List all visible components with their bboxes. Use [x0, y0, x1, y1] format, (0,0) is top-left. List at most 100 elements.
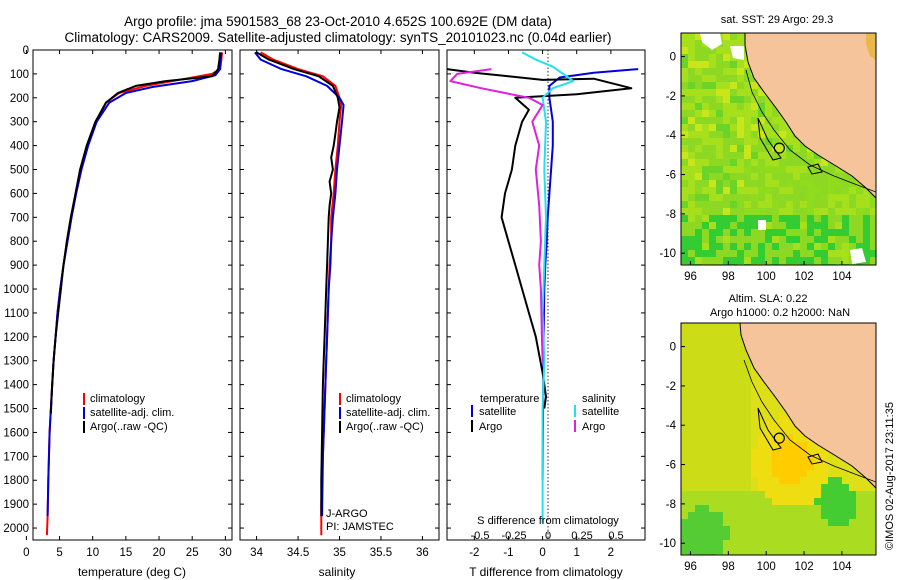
heatmap-cell — [856, 505, 864, 513]
heatmap-cell — [744, 159, 752, 167]
heatmap-cell — [716, 243, 724, 251]
temperature-series — [45, 52, 223, 536]
heatmap-cell — [681, 61, 689, 69]
x-tick-label: -2 — [469, 547, 479, 559]
heatmap-cell — [772, 131, 780, 139]
heatmap-cell — [716, 131, 724, 139]
heatmap-cell — [786, 166, 794, 174]
heatmap-cell — [800, 222, 808, 230]
heatmap-cell — [786, 547, 794, 555]
heatmap-cell — [723, 82, 731, 90]
heatmap-cell — [793, 173, 801, 181]
heatmap-cell — [758, 173, 766, 181]
depth-tick-label: 0 — [23, 45, 29, 57]
heatmap-cell — [681, 379, 689, 387]
heatmap-cell — [695, 379, 703, 387]
heatmap-cell — [758, 498, 766, 506]
difference-series — [447, 51, 639, 524]
heatmap-cell — [800, 145, 808, 153]
x-tick-label: 5 — [56, 547, 62, 559]
heatmap-cell — [863, 201, 871, 209]
map-y-tick-label: -6 — [666, 460, 676, 472]
heatmap-cell — [744, 75, 752, 83]
heatmap-cell — [730, 477, 738, 485]
heatmap-cell — [849, 526, 857, 534]
heatmap-cell — [856, 533, 864, 541]
heatmap-cell — [737, 187, 745, 195]
heatmap-cell — [723, 358, 731, 366]
heatmap-cell — [828, 257, 836, 265]
heatmap-cell — [695, 421, 703, 429]
heatmap-cell — [863, 243, 871, 251]
heatmap-cell — [765, 124, 773, 132]
heatmap-cell — [688, 533, 696, 541]
heatmap-cell — [695, 393, 703, 401]
heatmap-cell — [737, 337, 745, 345]
heatmap-cell — [793, 145, 801, 153]
heatmap-cell — [863, 505, 871, 513]
heatmap-cell — [772, 547, 780, 555]
heatmap-cell — [702, 484, 710, 492]
heatmap-cell — [744, 124, 752, 132]
heatmap-cell — [772, 407, 780, 415]
heatmap-cell — [800, 470, 808, 478]
legend-label-sal-argo: Argo — [582, 421, 605, 433]
heatmap-cell — [723, 491, 731, 499]
heatmap-cell — [681, 456, 689, 464]
heatmap-cell — [702, 159, 710, 167]
heatmap-cell — [709, 47, 717, 55]
heatmap-cell — [737, 145, 745, 153]
x-tick-label: 34 — [250, 547, 263, 559]
heatmap-cell — [737, 152, 745, 160]
heatmap-cell — [744, 435, 752, 443]
heatmap-cell — [702, 82, 710, 90]
heatmap-cell — [765, 173, 773, 181]
heatmap-cell — [695, 180, 703, 188]
map-y-tick-label: 0 — [670, 342, 676, 354]
heatmap-cell — [786, 428, 794, 436]
map-x-tick-label: 104 — [832, 271, 852, 283]
heatmap-cell — [849, 540, 857, 548]
heatmap-cell — [716, 110, 724, 118]
heatmap-cell — [786, 145, 794, 153]
heatmap-cell — [695, 484, 703, 492]
heatmap-cell — [751, 470, 759, 478]
heatmap-cell — [702, 330, 710, 338]
x-tick-label: 34.5 — [287, 547, 309, 559]
map-x-tick-label: 100 — [757, 561, 776, 573]
heatmap-cell — [709, 330, 717, 338]
heatmap-cell — [695, 470, 703, 478]
heatmap-cell — [730, 75, 738, 83]
heatmap-cell — [716, 330, 724, 338]
heatmap-cell — [723, 257, 731, 265]
heatmap-cell — [709, 456, 717, 464]
sumatra-land — [744, 33, 876, 199]
heatmap-cell — [779, 491, 787, 499]
heatmap-cell — [695, 145, 703, 153]
heatmap-cell — [730, 435, 738, 443]
heatmap-cell — [856, 470, 864, 478]
heatmap-cell — [793, 166, 801, 174]
heatmap-cell — [709, 526, 717, 534]
heatmap-cell — [772, 435, 780, 443]
heatmap-cell — [716, 75, 724, 83]
heatmap-cell — [709, 449, 717, 457]
heatmap-cell — [709, 89, 717, 97]
heatmap-cell — [709, 180, 717, 188]
heatmap-cell — [709, 337, 717, 345]
sst-x-axis: 96 98 100 102 104 — [684, 261, 852, 283]
heatmap-cell — [681, 428, 689, 436]
heatmap-cell — [723, 89, 731, 97]
heatmap-cell — [842, 463, 850, 471]
heatmap-cell — [681, 54, 689, 62]
heatmap-cell — [702, 386, 710, 394]
series-line-argo-raw-qc- — [49, 52, 222, 414]
heatmap-cell — [772, 505, 780, 513]
heatmap-cell — [793, 215, 801, 223]
depth-tick-label: 1600 — [3, 427, 29, 439]
heatmap-cell — [835, 505, 843, 513]
heatmap-cell — [751, 477, 759, 485]
heatmap-cell — [870, 484, 876, 492]
heatmap-cell — [821, 243, 829, 251]
heatmap-cell — [737, 526, 745, 534]
